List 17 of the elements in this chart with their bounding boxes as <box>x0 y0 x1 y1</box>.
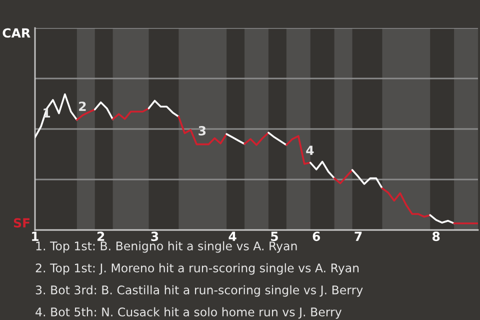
x-tick-label: 2 <box>97 232 104 241</box>
x-tick-label: 3 <box>151 232 158 242</box>
x-tick-label: 8 <box>432 232 440 242</box>
x-tick-label: 5 <box>271 232 278 242</box>
text: CAR <box>2 28 30 38</box>
text: 4. Bot 5th: N. Cusack hit a solo home run vs J. Berry <box>36 307 342 319</box>
x-tick-label: 1 <box>32 232 38 241</box>
annotation: 3 <box>198 126 206 136</box>
text: 3. Bot 3rd: B. Castilla hit a run-scoring single vs J. Berry <box>36 285 363 297</box>
x-tick-label: 7 <box>354 232 362 241</box>
x-tick-label: 6 <box>312 232 320 242</box>
text: 1. Top 1st: B. Benigno hit a single vs A. Ryan <box>36 241 297 253</box>
annotation: 2 <box>79 102 86 111</box>
annotation: 4 <box>306 146 314 155</box>
x-tick-label: 4 <box>228 232 236 241</box>
text: 2. Top 1st: J. Moreno hit a run-scoring single vs A. Ryan <box>36 263 359 275</box>
text: SF <box>14 218 30 228</box>
